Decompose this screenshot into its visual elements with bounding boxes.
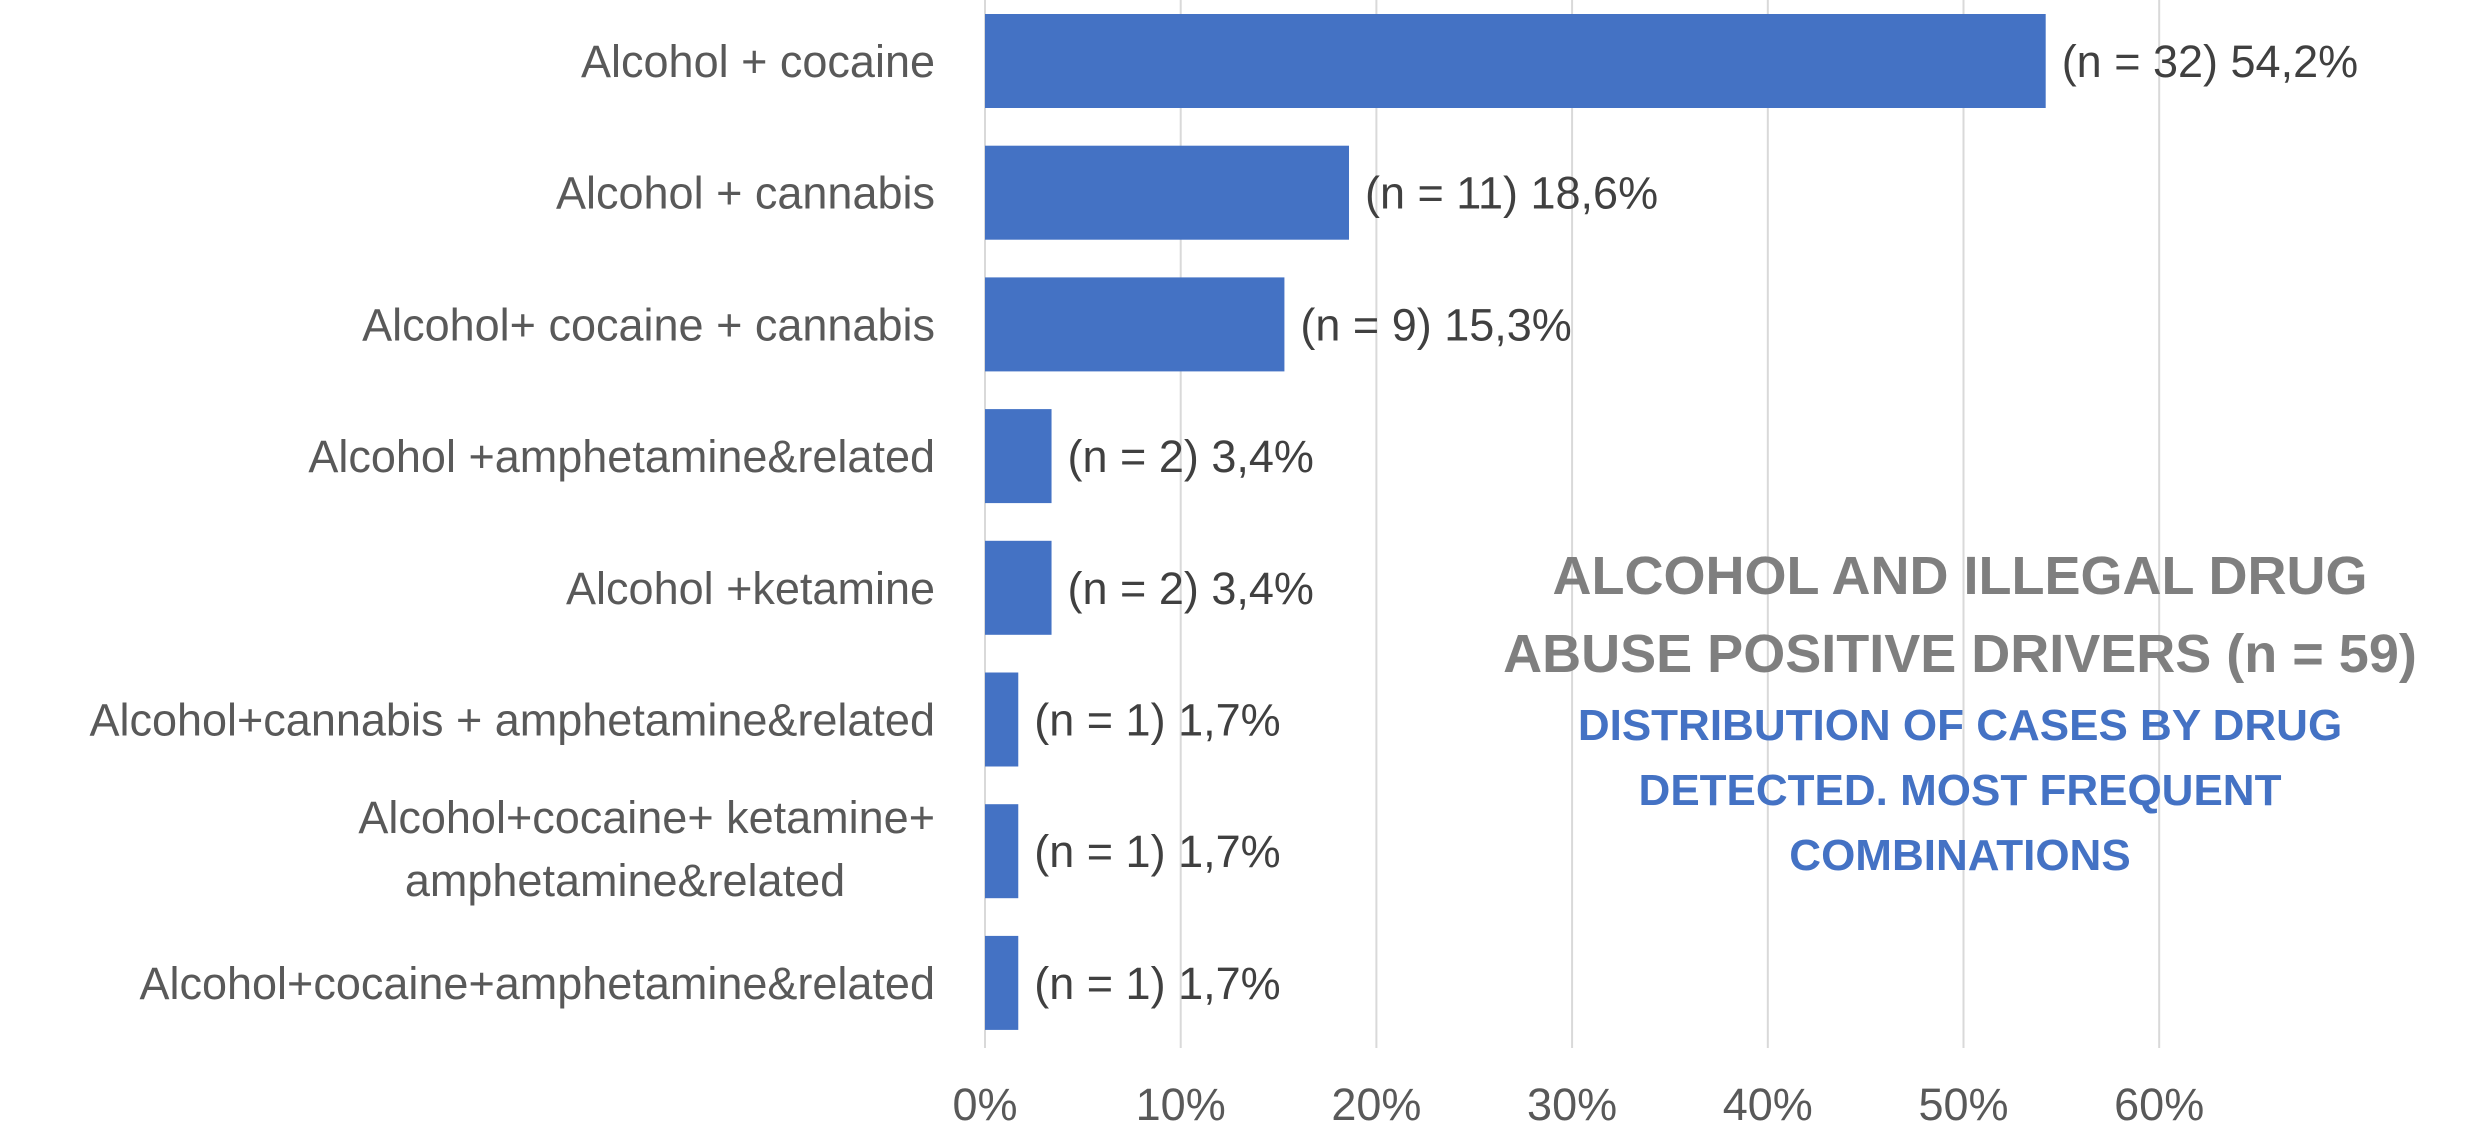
data-label: (n = 11) 18,6%: [1365, 168, 1658, 219]
data-label: (n = 2) 3,4%: [1068, 563, 1314, 614]
data-label: (n = 1) 1,7%: [1034, 695, 1280, 746]
bar: [985, 14, 2046, 108]
chart-title-line: ALCOHOL AND ILLEGAL DRUG: [1553, 546, 2368, 606]
data-label: (n = 2) 3,4%: [1068, 431, 1314, 482]
x-tick-label: 40%: [1723, 1079, 1813, 1130]
x-axis-tick-labels: 0% 10% 20% 30% 40% 50% 60%: [952, 1079, 2204, 1130]
chart-subtitle-line: COMBINATIONS: [1789, 831, 2130, 880]
category-label: Alcohol + cocaine: [581, 36, 935, 87]
x-tick-label: 50%: [1918, 1079, 2008, 1130]
category-label: Alcohol +amphetamine&related: [308, 431, 935, 482]
bars: [985, 14, 2046, 1030]
category-labels: Alcohol + cocaine Alcohol + cannabis Alcoh…: [89, 36, 935, 1009]
category-label: Alcohol +ketamine: [566, 563, 935, 614]
category-label: Alcohol+cannabis + amphetamine&related: [89, 695, 935, 746]
bar: [985, 540, 1052, 635]
category-label-line2: amphetamine&related: [405, 855, 845, 906]
category-label: Alcohol+ cocaine + cannabis: [362, 299, 935, 350]
chart-subtitle-line: DISTRIBUTION OF CASES BY DRUG: [1578, 701, 2342, 750]
bar: [985, 804, 1019, 899]
chart-title-line: ABUSE POSITIVE DRIVERS (n = 59): [1503, 624, 2417, 684]
x-tick-label: 0%: [952, 1079, 1017, 1130]
category-label: Alcohol+cocaine+ ketamine+: [358, 792, 935, 843]
data-label: (n = 1) 1,7%: [1034, 826, 1280, 877]
bar: [985, 277, 1285, 372]
bar: [985, 935, 1019, 1030]
bar: [985, 672, 1019, 767]
data-label: (n = 1) 1,7%: [1034, 958, 1280, 1009]
x-tick-label: 20%: [1331, 1079, 1421, 1130]
data-labels: (n = 32) 54,2% (n = 11) 18,6% (n = 9) 15,3…: [1034, 36, 2358, 1009]
x-tick-label: 10%: [1136, 1079, 1226, 1130]
category-label: Alcohol+cocaine+amphetamine&related: [139, 958, 935, 1009]
chart-title: ALCOHOL AND ILLEGAL DRUG ABUSE POSITIVE D…: [1503, 546, 2417, 880]
category-label: Alcohol + cannabis: [556, 168, 935, 219]
bar: [985, 145, 1350, 240]
x-tick-label: 30%: [1527, 1079, 1617, 1130]
data-label: (n = 9) 15,3%: [1300, 299, 1571, 350]
chart-subtitle-line: DETECTED. MOST FREQUENT: [1639, 766, 2282, 815]
bar: [985, 409, 1052, 504]
x-tick-label: 60%: [2114, 1079, 2204, 1130]
data-label: (n = 32) 54,2%: [2062, 36, 2358, 87]
